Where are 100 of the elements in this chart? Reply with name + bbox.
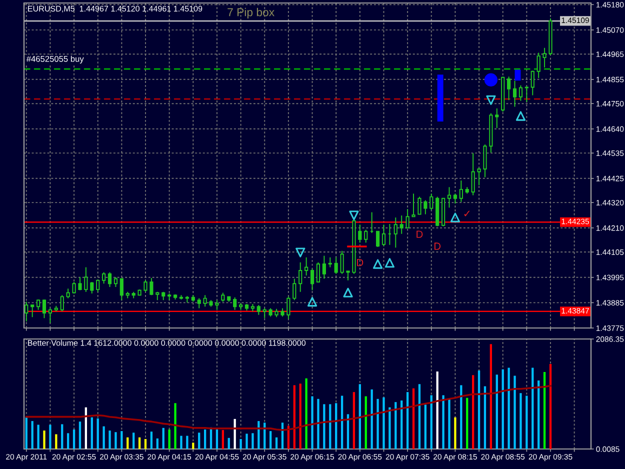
candlestick [322,255,326,280]
bar [424,404,426,449]
bar [543,372,546,449]
candlestick [298,262,302,292]
candlestick [108,272,112,288]
candlestick [501,76,505,112]
bar [335,403,338,449]
candlestick [138,289,142,296]
bar [538,380,540,449]
bar [67,433,70,449]
chart-title: EURUSD,M5 1.44967 1.45120 1.44961 1.45109 [28,6,202,12]
bar [132,432,135,449]
bar [252,433,254,449]
bar [520,393,522,449]
bar [364,396,367,449]
candlestick [42,298,46,319]
bar [240,438,242,449]
bar [502,369,504,449]
bar [454,417,456,449]
candlestick [84,266,88,292]
candlestick [542,47,546,68]
bar [90,417,93,449]
bar [55,434,58,449]
candlestick [459,180,463,202]
bar [126,437,129,449]
bar [270,431,272,449]
candlestick [72,281,76,294]
candlestick [370,212,374,234]
bar [138,437,141,449]
bar [216,429,218,449]
candlestick [530,70,534,96]
bar [168,429,170,449]
bar [180,436,182,449]
candlestick [430,193,434,210]
candlestick [512,80,517,108]
point [296,248,306,258]
bar [43,430,46,449]
bar [162,428,164,449]
candlestick [233,296,237,310]
candlestick [352,219,356,274]
bar [25,416,28,449]
candlestick [66,288,70,299]
bar [484,386,486,449]
candlestick [185,296,189,304]
bar [299,384,302,449]
candlestick [120,278,124,301]
annotation: D [357,259,364,266]
candlestick [168,292,172,301]
bar [293,385,296,449]
candlestick [358,224,362,244]
candlestick [250,304,254,312]
candlestick [394,217,398,248]
candlestick [436,196,440,227]
candlestick [221,292,225,302]
bar [96,418,99,449]
annotation: D [416,230,423,238]
candlestick [412,193,416,218]
candlestick [310,268,314,291]
candlestick [197,298,201,309]
candlestick [215,300,219,310]
bar [352,392,356,449]
candlestick [346,270,350,281]
bar [382,397,385,449]
candlestick [203,294,207,308]
candlestick [262,308,266,319]
candlestick [268,308,272,317]
candlestick [227,296,231,302]
bar [430,395,432,449]
bar [156,438,158,449]
point [450,212,460,222]
candlestick [483,144,487,178]
bar [448,399,450,449]
annotation: #46525055 buy [26,56,84,64]
bar [61,424,64,449]
point [343,288,353,298]
bar [436,371,438,449]
bar [317,398,320,449]
candlestick [477,168,481,186]
bar [418,384,421,449]
bar [388,407,391,449]
candlestick [418,196,422,215]
candlestick [536,52,540,79]
candlestick [548,18,552,56]
bar [412,388,415,449]
candlestick [465,186,469,194]
candlestick [256,304,260,316]
candlestick [244,304,249,311]
candlestick [280,308,284,317]
candlestick [239,302,243,310]
candlestick [286,296,290,320]
candlestick [132,291,136,299]
candlestick [114,276,118,288]
candlestick [30,304,34,318]
bar [186,436,188,449]
bar [102,426,105,449]
candlestick [364,229,368,244]
bar [490,344,492,449]
bar [31,421,34,449]
bar [442,395,444,449]
point [384,258,395,268]
